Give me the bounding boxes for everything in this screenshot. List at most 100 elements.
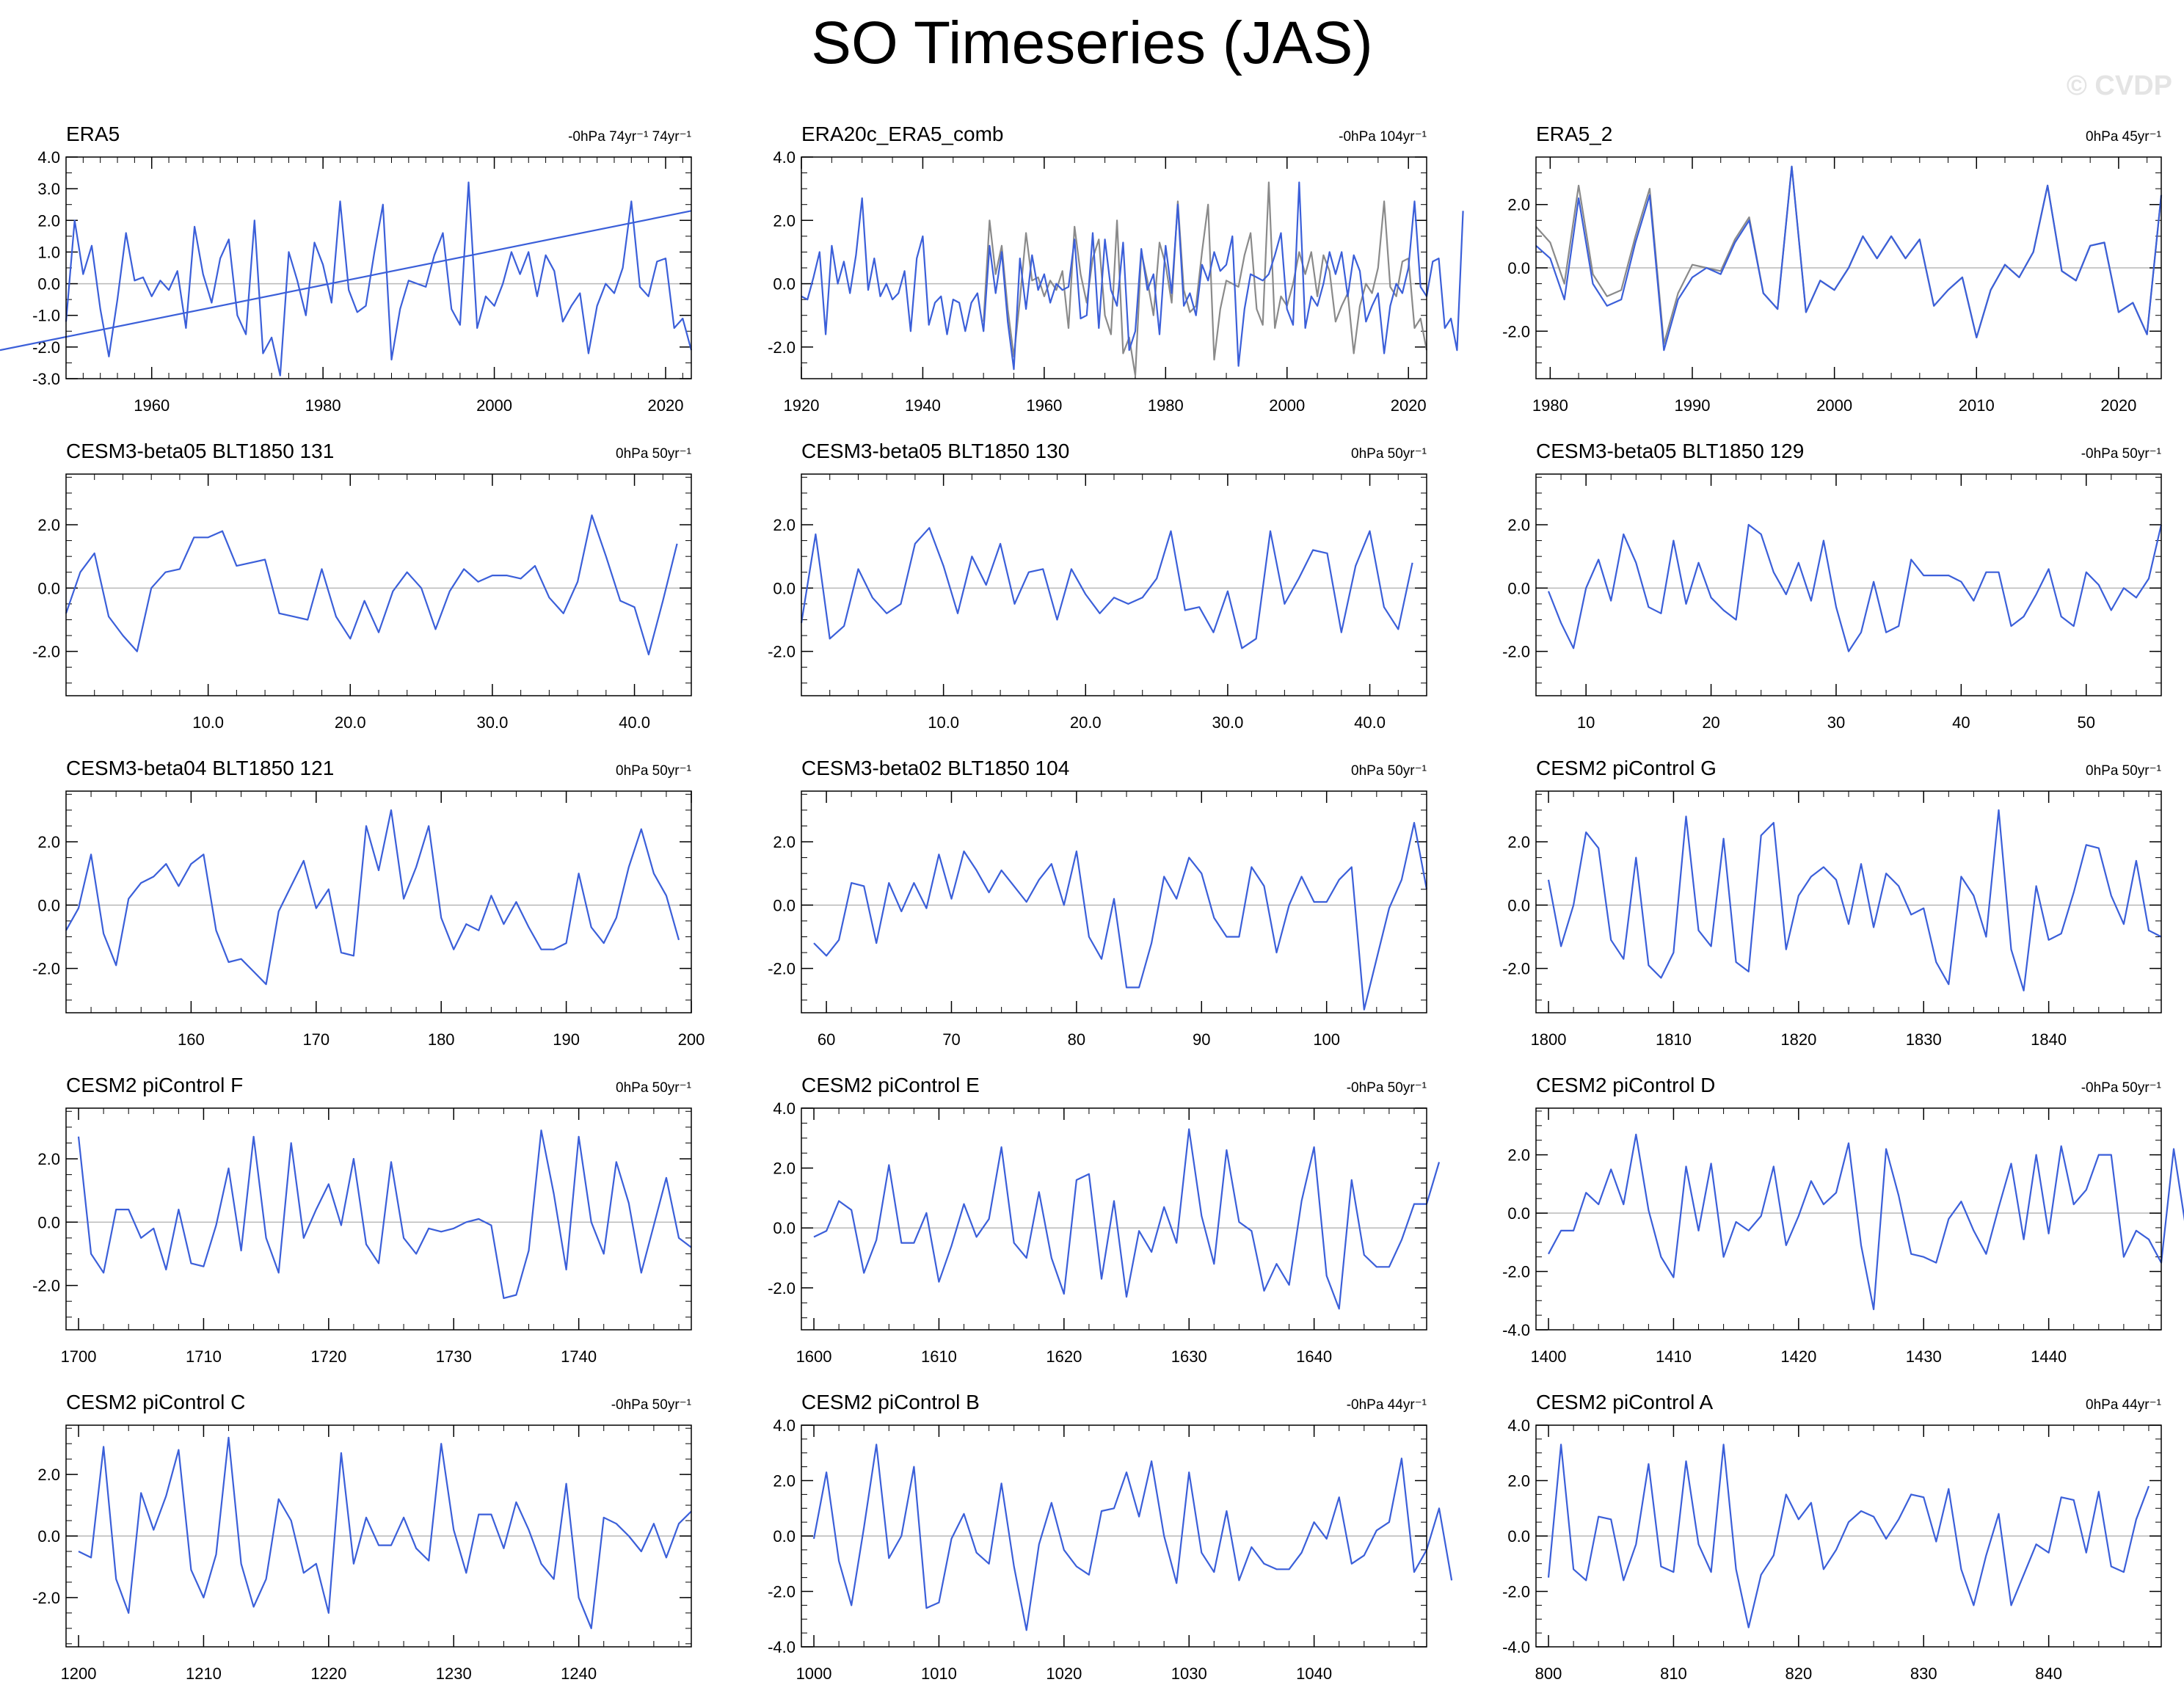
panel-stats: 0hPa 50yr⁻¹	[616, 1080, 691, 1096]
series-line	[65, 181, 693, 376]
x-tick-label: 1000	[796, 1664, 832, 1683]
x-tick-label: 1940	[905, 396, 941, 415]
y-tick-label: 2.0	[773, 1472, 796, 1491]
x-tick-label: 2020	[2100, 396, 2136, 415]
panel-3: ERA5_2 0hPa 45yr⁻¹ -2.0 0.0 2.0 1980 1990 2000 2…	[1502, 123, 2163, 415]
x-tick-label: 20.0	[1070, 713, 1102, 732]
y-tick-label: 4.0	[773, 1416, 796, 1435]
x-tick-label: 1400	[1531, 1347, 1567, 1366]
y-tick-label: -2.0	[32, 960, 60, 978]
panel-title: CESM3-beta02 BLT1850 104	[801, 757, 1069, 779]
panel-title: CESM3-beta05 BLT1850 131	[66, 440, 334, 462]
plot-frame	[65, 790, 692, 1013]
x-tick-label: 830	[1910, 1664, 1937, 1683]
y-tick-label: -2.0	[768, 960, 796, 978]
plot-frame	[801, 473, 1427, 696]
x-tick-label: 810	[1660, 1664, 1687, 1683]
y-tick-label: 4.0	[1507, 1416, 1530, 1435]
x-tick-label: 840	[2035, 1664, 2062, 1683]
x-tick-label: 1820	[1780, 1030, 1816, 1049]
y-tick-label: 2.0	[1507, 196, 1530, 214]
x-tick-label: 1040	[1296, 1664, 1332, 1683]
panel-4: CESM3-beta05 BLT1850 131 0hPa 50yr⁻¹ -2.0 0…	[32, 440, 692, 732]
y-tick-label: 0.0	[1507, 1204, 1530, 1223]
x-tick-label: 1230	[436, 1664, 472, 1683]
y-tick-label: 2.0	[37, 211, 60, 230]
y-tick-label: -2.0	[1502, 1263, 1530, 1281]
panel-6: CESM3-beta05 BLT1850 129 -0hPa 50yr⁻¹ -2.0…	[1502, 440, 2163, 732]
panel-13: CESM2 piControl C -0hPa 50yr⁻¹ -2.0 0.0 2.0 1…	[32, 1391, 692, 1683]
y-tick-label: -2.0	[768, 1279, 796, 1297]
x-tick-label: 10.0	[192, 713, 224, 732]
panel-8: CESM3-beta02 BLT1850 104 0hPa 50yr⁻¹ -2.0 0…	[768, 757, 1428, 1049]
x-tick-label: 1990	[1675, 396, 1711, 415]
y-tick-label: -4.0	[1502, 1321, 1530, 1339]
panel-stats: 0hPa 50yr⁻¹	[1351, 446, 1427, 462]
x-tick-label: 90	[1193, 1030, 1210, 1049]
x-tick-label: 170	[302, 1030, 330, 1049]
panel-stats: 0hPa 45yr⁻¹	[2086, 129, 2161, 145]
y-tick-label: -2.0	[1502, 960, 1530, 978]
x-tick-label: 40.0	[619, 713, 650, 732]
y-tick-label: 0.0	[37, 896, 60, 914]
x-tick-label: 190	[553, 1030, 580, 1049]
series-line	[65, 809, 680, 986]
y-tick-label: -2.0	[32, 1277, 60, 1295]
plot-frame	[1535, 156, 2162, 379]
x-tick-label: 1410	[1656, 1347, 1692, 1366]
y-tick-label: 0.0	[773, 1219, 796, 1237]
y-tick-label: 2.0	[37, 1466, 60, 1484]
x-tick-label: 10	[1577, 713, 1595, 732]
panel-title: ERA20c_ERA5_comb	[801, 123, 1003, 145]
series-line	[1547, 1444, 2150, 1628]
y-tick-label: 2.0	[37, 1150, 60, 1168]
y-tick-label: -3.0	[32, 370, 60, 388]
x-tick-label: 1030	[1171, 1664, 1207, 1683]
y-tick-label: -2.0	[1502, 1583, 1530, 1601]
x-tick-label: 1010	[921, 1664, 957, 1683]
plot-frame	[801, 1107, 1427, 1331]
series-line	[78, 1436, 692, 1629]
x-tick-label: 20	[1702, 713, 1719, 732]
panel-title: CESM3-beta04 BLT1850 121	[66, 757, 334, 779]
plot-frame	[801, 790, 1427, 1013]
x-tick-label: 50	[2078, 713, 2095, 732]
x-tick-label: 820	[1785, 1664, 1812, 1683]
x-tick-label: 40	[1952, 713, 1970, 732]
x-tick-label: 1200	[61, 1664, 97, 1683]
x-tick-label: 2020	[648, 396, 684, 415]
series-line	[1548, 1133, 2184, 1311]
x-tick-label: 1740	[561, 1347, 597, 1366]
y-tick-label: 2.0	[37, 516, 60, 534]
y-tick-label: 3.0	[37, 180, 60, 198]
series-line	[1547, 523, 2163, 652]
y-tick-label: 4.0	[773, 148, 796, 167]
x-tick-label: 160	[178, 1030, 205, 1049]
y-tick-label: 2.0	[1507, 833, 1530, 851]
y-tick-label: 1.0	[37, 243, 60, 261]
panel-title: CESM2 piControl D	[1536, 1074, 1715, 1096]
x-tick-label: 180	[428, 1030, 455, 1049]
y-tick-label: 0.0	[773, 896, 796, 914]
panel-stats: 0hPa 50yr⁻¹	[616, 446, 691, 462]
y-tick-label: 0.0	[1507, 1527, 1530, 1546]
x-tick-label: 1720	[310, 1347, 346, 1366]
plot-frame	[1535, 473, 2162, 696]
y-tick-label: 0.0	[37, 1213, 60, 1231]
y-tick-label: -2.0	[768, 1583, 796, 1601]
panel-title: ERA5_2	[1536, 123, 1612, 145]
x-tick-label: 30	[1827, 713, 1845, 732]
x-tick-label: 10.0	[928, 713, 959, 732]
panel-14: CESM2 piControl B -0hPa 44yr⁻¹ -4.0 -2.0 0.0…	[768, 1391, 1453, 1683]
panel-stats: 0hPa 50yr⁻¹	[2086, 763, 2161, 779]
x-tick-label: 1240	[561, 1664, 597, 1683]
panel-stats: -0hPa 74yr⁻¹ 74yr⁻¹	[568, 129, 691, 145]
panel-stats: 0hPa 44yr⁻¹	[2086, 1397, 2161, 1413]
y-tick-label: 2.0	[1507, 1146, 1530, 1165]
x-tick-label: 1610	[921, 1347, 957, 1366]
panel-1: ERA5 -0hPa 74yr⁻¹ 74yr⁻¹-3.0-2.0-1.00.01.…	[0, 123, 693, 415]
panel-15: CESM2 piControl A 0hPa 44yr⁻¹ -4.0 -2.0 0.0 2…	[1502, 1391, 2162, 1683]
y-tick-label: 0.0	[1507, 259, 1530, 277]
panel-stats: 0hPa 50yr⁻¹	[1351, 763, 1427, 779]
plot-frame	[1535, 1424, 2162, 1648]
